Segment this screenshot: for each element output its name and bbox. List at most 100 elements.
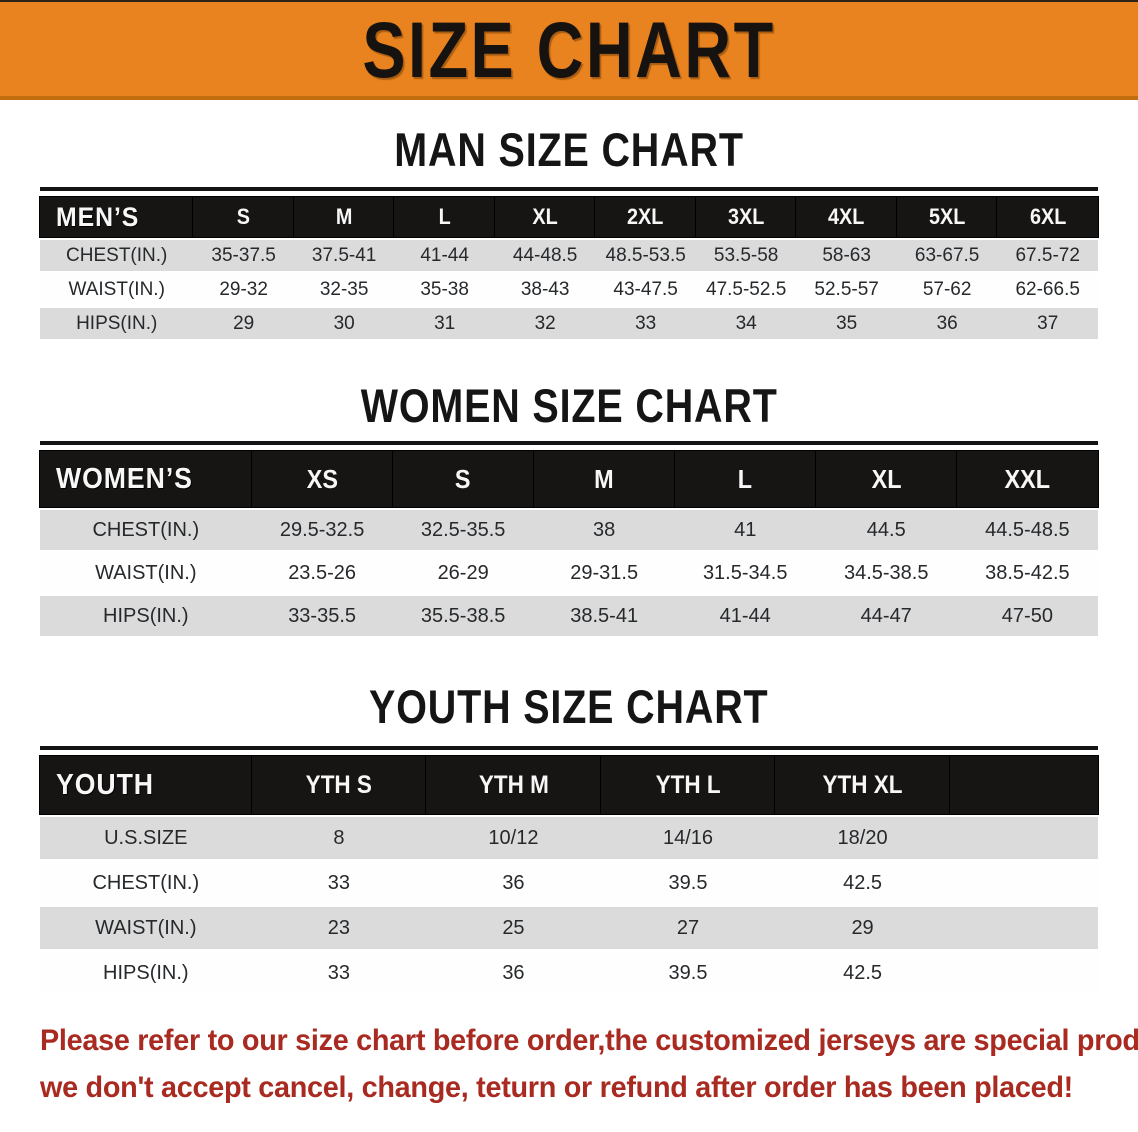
- men-header-label: MEN’S: [56, 201, 140, 232]
- women-hips-row: HIPS(IN.) 33-35.5 35.5-38.5 38.5-41 41-4…: [40, 596, 1098, 636]
- content-area: MAN SIZE CHART MEN’S S M L XL 2XL 3XL 4X…: [0, 126, 1138, 997]
- row-label: WAIST(IN.): [40, 274, 194, 305]
- size-cell: 39.5: [600, 862, 776, 904]
- men-size-col-label: 4XL: [828, 204, 865, 229]
- man-section-heading: MAN SIZE CHART: [40, 126, 1098, 173]
- size-cell: 58-63: [796, 240, 897, 271]
- youth-size-col-label: YTH S: [305, 770, 373, 799]
- youth-size-col: YTH M: [426, 756, 601, 814]
- women-size-col-label: S: [455, 463, 471, 494]
- man-section-heading-text: MAN SIZE CHART: [394, 123, 744, 176]
- size-cell: 31: [394, 308, 495, 339]
- row-label: U.S.SIZE: [40, 817, 252, 859]
- men-header-row: MEN’S S M L XL 2XL 3XL 4XL 5XL 6XL: [40, 197, 1098, 237]
- size-cell: 44.5-48.5: [956, 510, 1098, 550]
- youth-size-table-wrap: YOUTH YTH S YTH M YTH L YTH XL U.S.SIZE …: [40, 746, 1098, 997]
- row-label: CHEST(IN.): [40, 240, 194, 271]
- women-size-col-label: L: [738, 463, 753, 494]
- men-size-col-label: M: [335, 204, 353, 229]
- size-cell: 23.5-26: [251, 553, 393, 593]
- size-cell: 62-66.5: [997, 274, 1098, 305]
- size-cell: 34.5-38.5: [815, 553, 957, 593]
- youth-size-col-label: YTH L: [655, 770, 721, 799]
- size-cell: 42.5: [775, 862, 950, 904]
- size-cell: 38: [533, 510, 675, 550]
- size-cell: 35-38: [394, 274, 495, 305]
- youth-size-col: YTH L: [600, 756, 776, 814]
- size-cell: 47.5-52.5: [695, 274, 797, 305]
- size-cell: 32.5-35.5: [392, 510, 534, 550]
- size-cell: 29-31.5: [533, 553, 675, 593]
- women-waist-row: WAIST(IN.) 23.5-26 26-29 29-31.5 31.5-34…: [40, 553, 1098, 593]
- men-size-table-wrap: MEN’S S M L XL 2XL 3XL 4XL 5XL 6XL CHEST…: [40, 187, 1098, 342]
- men-size-col-label: 6XL: [1029, 204, 1066, 229]
- youth-size-col: YTH XL: [775, 756, 950, 814]
- youth-size-col: YTH S: [251, 756, 427, 814]
- size-cell: 25: [426, 907, 601, 949]
- women-size-col-label: XL: [871, 463, 902, 494]
- men-size-col: M: [293, 197, 395, 237]
- size-cell: 32-35: [293, 274, 395, 305]
- size-cell: 18/20: [775, 817, 950, 859]
- youth-section-heading: YOUTH SIZE CHART: [40, 683, 1098, 730]
- women-size-table: WOMEN’S XS S M L XL XXL CHEST(IN.) 29.5-…: [40, 448, 1098, 639]
- size-cell: 41-44: [394, 240, 495, 271]
- size-cell: 35-37.5: [193, 240, 294, 271]
- size-cell: 33-35.5: [251, 596, 393, 636]
- banner-title: SIZE CHART: [362, 4, 776, 94]
- size-cell: 32: [494, 308, 596, 339]
- row-label: WAIST(IN.): [40, 907, 252, 949]
- size-cell: 10/12: [426, 817, 601, 859]
- size-cell: 35: [796, 308, 897, 339]
- size-cell: 8: [251, 817, 427, 859]
- men-size-col-label: XL: [532, 204, 558, 229]
- row-label: CHEST(IN.): [40, 510, 252, 550]
- youth-header-row: YOUTH YTH S YTH M YTH L YTH XL: [40, 756, 1098, 814]
- men-hips-row: HIPS(IN.) 29 30 31 32 33 34 35 36 37: [40, 308, 1098, 339]
- youth-header-corner: YOUTH: [40, 756, 252, 814]
- men-size-col-label: S: [237, 204, 251, 229]
- size-cell: 14/16: [600, 817, 776, 859]
- size-cell: 67.5-72: [997, 240, 1098, 271]
- youth-chest-row: CHEST(IN.) 33 36 39.5 42.5: [40, 862, 1098, 904]
- spacer-cell: [949, 817, 1098, 859]
- youth-size-col-label: YTH XL: [822, 770, 903, 799]
- women-header-row: WOMEN’S XS S M L XL XXL: [40, 451, 1098, 507]
- size-cell: 37.5-41: [293, 240, 395, 271]
- size-cell: 52.5-57: [796, 274, 897, 305]
- men-size-col: 6XL: [997, 197, 1098, 237]
- size-cell: 63-67.5: [896, 240, 998, 271]
- size-cell: 34: [695, 308, 797, 339]
- men-size-col: 2XL: [595, 197, 696, 237]
- size-cell: 31.5-34.5: [674, 553, 816, 593]
- size-cell: 44-48.5: [494, 240, 596, 271]
- youth-header-label: YOUTH: [56, 768, 154, 801]
- disclaimer-line-2: we don't accept cancel, change, teturn o…: [40, 1071, 1073, 1104]
- size-cell: 29.5-32.5: [251, 510, 393, 550]
- size-cell: 38.5-41: [533, 596, 675, 636]
- women-section-heading: WOMEN SIZE CHART: [40, 382, 1098, 429]
- size-cell: 33: [251, 862, 427, 904]
- size-cell: 44.5: [815, 510, 957, 550]
- men-size-col-label: 5XL: [928, 204, 966, 229]
- women-size-col: XS: [251, 451, 393, 507]
- youth-header-spacer: [949, 756, 1098, 814]
- size-cell: 30: [293, 308, 395, 339]
- size-cell: 33: [595, 308, 696, 339]
- youth-size-table: YOUTH YTH S YTH M YTH L YTH XL U.S.SIZE …: [40, 753, 1098, 997]
- men-size-col-label: 2XL: [627, 204, 664, 229]
- size-cell: 38.5-42.5: [956, 553, 1098, 593]
- size-cell: 43-47.5: [595, 274, 696, 305]
- women-header-label: WOMEN’S: [56, 462, 193, 495]
- women-size-col: L: [674, 451, 816, 507]
- spacer-cell: [949, 862, 1098, 904]
- size-cell: 29-32: [193, 274, 294, 305]
- size-cell: 23: [251, 907, 427, 949]
- women-chest-row: CHEST(IN.) 29.5-32.5 32.5-35.5 38 41 44.…: [40, 510, 1098, 550]
- size-cell: 42.5: [775, 952, 950, 994]
- spacer-cell: [949, 952, 1098, 994]
- youth-size-col-label: YTH M: [478, 770, 549, 799]
- spacer-cell: [949, 907, 1098, 949]
- size-cell: 57-62: [896, 274, 998, 305]
- youth-ussize-row: U.S.SIZE 8 10/12 14/16 18/20: [40, 817, 1098, 859]
